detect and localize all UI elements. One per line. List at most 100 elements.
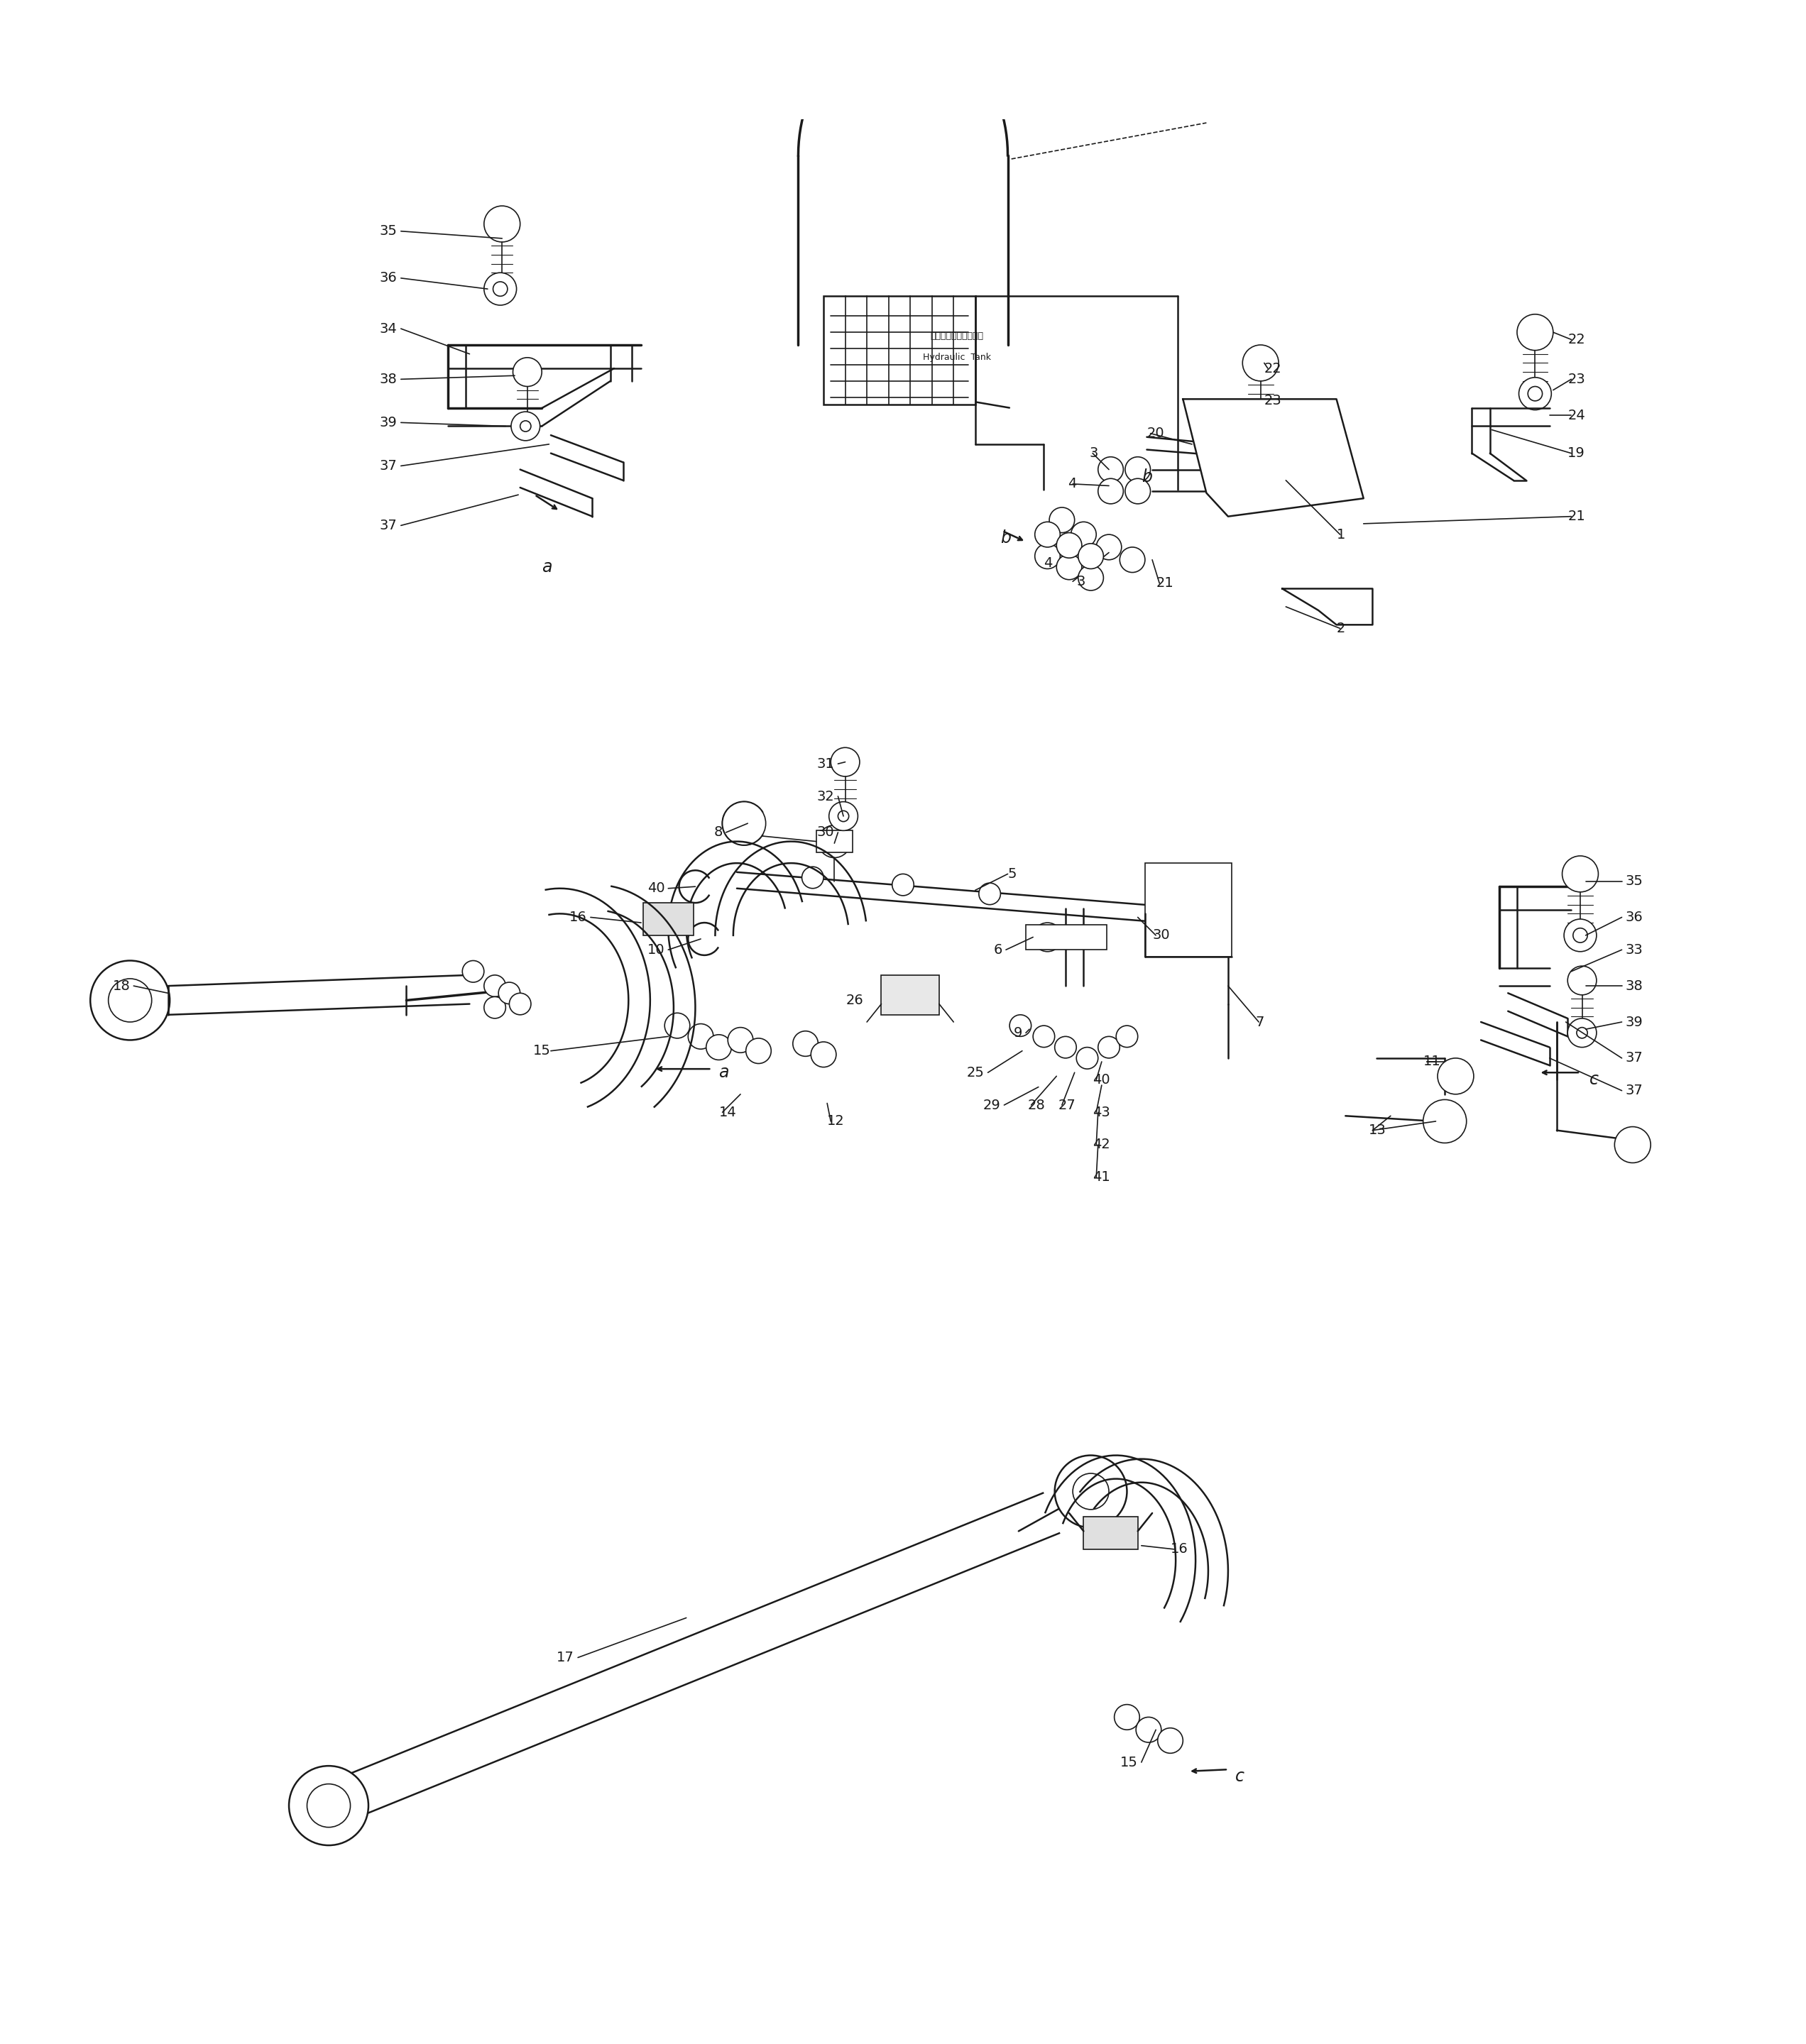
Circle shape: [688, 1024, 713, 1049]
Text: 11: 11: [1423, 1055, 1441, 1069]
Circle shape: [1564, 920, 1597, 953]
Text: 38: 38: [1625, 979, 1643, 993]
Circle shape: [1078, 566, 1103, 591]
Text: 36: 36: [379, 272, 397, 284]
Circle shape: [818, 826, 851, 858]
Circle shape: [793, 1030, 818, 1057]
Text: 24: 24: [1568, 409, 1586, 421]
Circle shape: [513, 358, 542, 386]
Text: 9: 9: [1013, 1026, 1022, 1040]
Bar: [881, 975, 939, 1014]
Circle shape: [1073, 1474, 1109, 1508]
Circle shape: [1573, 928, 1587, 942]
Text: Hydraulic  Tank: Hydraulic Tank: [923, 354, 991, 362]
Text: 37: 37: [379, 460, 397, 472]
Text: b: b: [1001, 529, 1011, 546]
Circle shape: [1577, 1028, 1587, 1038]
Text: 2: 2: [1336, 621, 1345, 636]
Circle shape: [289, 1766, 368, 1846]
Text: 37: 37: [1625, 1051, 1643, 1065]
Text: 19: 19: [1568, 446, 1586, 460]
Circle shape: [484, 975, 506, 997]
Text: 37: 37: [379, 519, 397, 531]
Circle shape: [1116, 1026, 1138, 1047]
Text: 25: 25: [966, 1065, 984, 1079]
Circle shape: [511, 411, 540, 442]
Circle shape: [484, 997, 506, 1018]
Circle shape: [1098, 458, 1123, 482]
Circle shape: [1244, 411, 1277, 442]
Text: 6: 6: [993, 942, 1002, 957]
Text: 31: 31: [816, 756, 834, 771]
Text: 39: 39: [1625, 1016, 1643, 1028]
Circle shape: [892, 875, 914, 895]
Circle shape: [108, 979, 152, 1022]
Circle shape: [1519, 378, 1551, 411]
Text: 4: 4: [1067, 476, 1076, 491]
Text: b: b: [1141, 468, 1152, 484]
Circle shape: [1253, 419, 1268, 433]
Text: 15: 15: [1120, 1756, 1138, 1768]
Circle shape: [722, 801, 766, 844]
Text: 4: 4: [1044, 556, 1053, 570]
Text: 33: 33: [1625, 942, 1643, 957]
Text: 37: 37: [1625, 1083, 1643, 1098]
Text: 23: 23: [1264, 394, 1282, 407]
Text: 40: 40: [647, 881, 665, 895]
Circle shape: [1071, 521, 1096, 548]
Text: 35: 35: [1625, 875, 1643, 887]
Circle shape: [1562, 856, 1598, 891]
Polygon shape: [1183, 399, 1364, 517]
Text: 1: 1: [1336, 527, 1345, 542]
Text: 34: 34: [379, 323, 397, 335]
Circle shape: [498, 983, 520, 1004]
Circle shape: [1098, 1036, 1120, 1059]
Bar: [1026, 924, 1107, 950]
Text: 32: 32: [816, 789, 834, 803]
Circle shape: [1243, 345, 1279, 380]
Circle shape: [90, 961, 170, 1040]
Text: 12: 12: [827, 1114, 845, 1128]
Circle shape: [1057, 554, 1082, 580]
Circle shape: [1035, 521, 1060, 548]
Bar: [816, 830, 852, 852]
Text: 16: 16: [1170, 1543, 1188, 1555]
Text: 35: 35: [379, 225, 397, 237]
Circle shape: [1035, 544, 1060, 568]
Circle shape: [1120, 548, 1145, 572]
Circle shape: [307, 1784, 350, 1827]
Circle shape: [1158, 1727, 1183, 1754]
Text: 38: 38: [379, 372, 397, 386]
Circle shape: [829, 801, 858, 830]
Circle shape: [811, 1042, 836, 1067]
Text: 43: 43: [1093, 1106, 1111, 1118]
Text: 21: 21: [1156, 576, 1174, 591]
Text: 30: 30: [816, 826, 834, 840]
Bar: [1084, 1517, 1138, 1549]
Circle shape: [1438, 1059, 1474, 1094]
Text: 29: 29: [982, 1098, 1001, 1112]
Text: 16: 16: [569, 910, 587, 924]
Text: 8: 8: [713, 826, 722, 840]
Circle shape: [1078, 544, 1103, 568]
Polygon shape: [1282, 589, 1373, 625]
Text: 21: 21: [1568, 509, 1586, 523]
Text: 18: 18: [112, 979, 130, 993]
Circle shape: [1010, 1014, 1031, 1036]
Circle shape: [1055, 1455, 1127, 1527]
Circle shape: [462, 961, 484, 983]
Text: 15: 15: [533, 1044, 551, 1057]
Circle shape: [1098, 478, 1123, 503]
Circle shape: [1114, 1705, 1140, 1729]
Circle shape: [1057, 533, 1082, 558]
Bar: [1145, 863, 1232, 957]
Circle shape: [1125, 458, 1150, 482]
Text: 17: 17: [556, 1652, 574, 1664]
Text: 40: 40: [1093, 1073, 1111, 1087]
Text: 28: 28: [1028, 1098, 1046, 1112]
Circle shape: [1568, 1018, 1597, 1047]
Circle shape: [1136, 1717, 1161, 1741]
Circle shape: [1517, 315, 1553, 350]
Circle shape: [1096, 533, 1122, 560]
Circle shape: [509, 993, 531, 1014]
